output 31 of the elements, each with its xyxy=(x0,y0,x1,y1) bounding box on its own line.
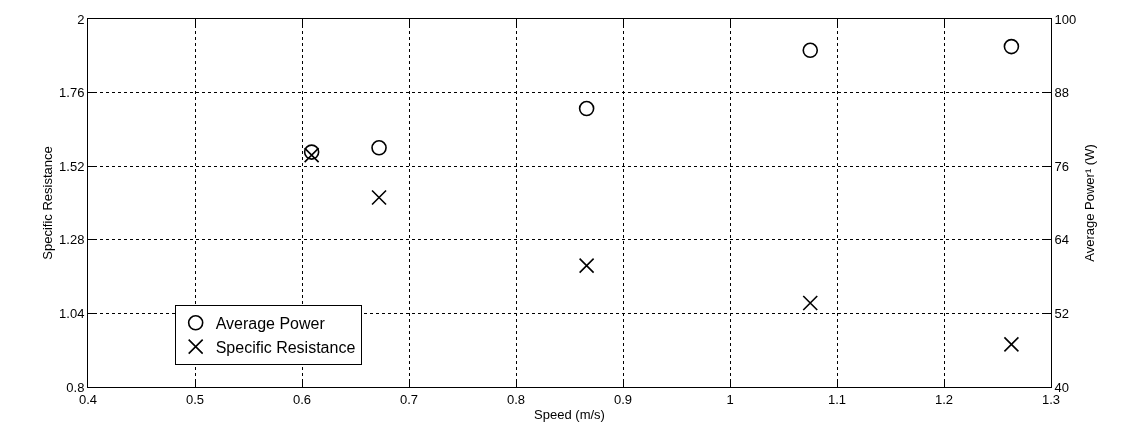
x-tick-label: 0.9 xyxy=(613,391,633,407)
x-tick-label: 0.5 xyxy=(185,391,205,407)
x-tick-label: 0.6 xyxy=(292,391,312,407)
y2-tick-label: 76 xyxy=(1054,158,1070,174)
y2-tick-label: 52 xyxy=(1054,305,1070,321)
y2-tick-label: 100 xyxy=(1054,11,1077,27)
point xyxy=(578,100,595,117)
x-tick-label: 1.1 xyxy=(827,391,847,407)
point xyxy=(371,189,387,206)
legend-label: Specific Resistance xyxy=(215,338,356,356)
point xyxy=(1003,38,1020,55)
y-tick-label: 1.28 xyxy=(59,232,85,248)
point xyxy=(802,295,819,311)
y2-axis-title: Average Power¹ (W) xyxy=(1081,144,1097,262)
y2-tick-label: 64 xyxy=(1054,232,1070,248)
point xyxy=(371,140,387,156)
point xyxy=(1003,336,1020,353)
y-tick-label: 2 xyxy=(77,11,85,27)
x-tick-label: 0.8 xyxy=(506,391,526,407)
x-tick-label: 1.2 xyxy=(934,391,954,407)
y-tick-label: 1.76 xyxy=(59,85,85,101)
y2-tick-label: 88 xyxy=(1054,85,1070,101)
y-axis-title: Specific Resistance xyxy=(40,146,55,260)
legend-label: Average Power xyxy=(215,315,326,333)
y-tick-label: 1.04 xyxy=(59,305,85,321)
x-axis-title: Speed (m/s) xyxy=(534,407,605,423)
point xyxy=(802,42,819,59)
y-tick-label: 1.52 xyxy=(59,158,85,174)
point xyxy=(578,257,595,274)
x-tick-label: 1 xyxy=(726,391,734,407)
x-tick-label: 0.7 xyxy=(399,391,419,407)
